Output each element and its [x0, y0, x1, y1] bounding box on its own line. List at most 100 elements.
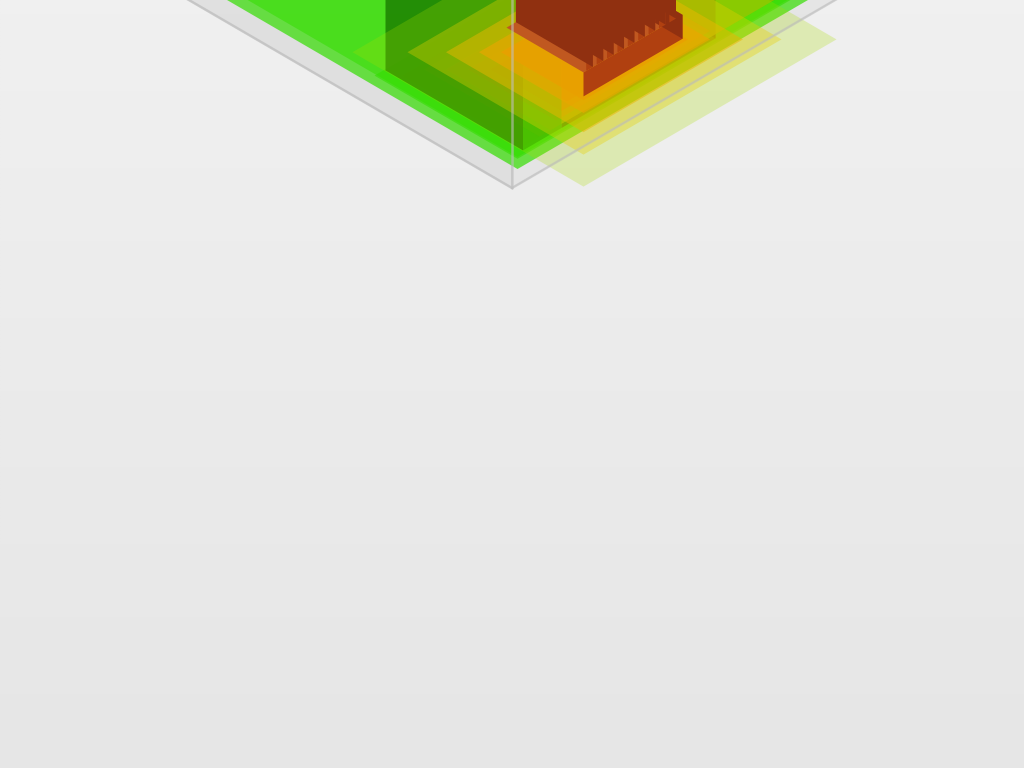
- Bar: [0, 61, 1024, 65]
- Polygon shape: [210, 0, 1024, 157]
- Bar: [0, 714, 1024, 718]
- Polygon shape: [579, 0, 655, 31]
- Bar: [0, 576, 1024, 580]
- Bar: [0, 764, 1024, 768]
- Polygon shape: [352, 0, 837, 187]
- Bar: [0, 134, 1024, 138]
- Bar: [0, 284, 1024, 288]
- Bar: [0, 553, 1024, 557]
- Bar: [0, 695, 1024, 699]
- Bar: [0, 88, 1024, 92]
- Bar: [0, 342, 1024, 346]
- Bar: [0, 19, 1024, 23]
- Bar: [0, 730, 1024, 733]
- Bar: [0, 58, 1024, 61]
- Polygon shape: [587, 0, 593, 71]
- Polygon shape: [490, 12, 660, 111]
- Bar: [0, 349, 1024, 353]
- Bar: [0, 138, 1024, 142]
- Bar: [0, 749, 1024, 753]
- Bar: [0, 269, 1024, 273]
- Polygon shape: [599, 0, 676, 18]
- Bar: [0, 741, 1024, 745]
- Bar: [0, 207, 1024, 211]
- Bar: [0, 584, 1024, 588]
- Bar: [0, 196, 1024, 200]
- Bar: [0, 664, 1024, 668]
- Bar: [0, 626, 1024, 630]
- Bar: [0, 468, 1024, 472]
- Polygon shape: [402, 0, 1018, 146]
- Bar: [0, 442, 1024, 445]
- Polygon shape: [526, 0, 603, 61]
- Bar: [0, 388, 1024, 392]
- Bar: [0, 415, 1024, 419]
- Bar: [0, 484, 1024, 488]
- Bar: [0, 568, 1024, 572]
- Bar: [0, 703, 1024, 707]
- Bar: [0, 595, 1024, 599]
- Bar: [0, 12, 1024, 15]
- Bar: [0, 54, 1024, 58]
- Polygon shape: [547, 0, 624, 49]
- Bar: [0, 488, 1024, 492]
- Bar: [0, 288, 1024, 292]
- Bar: [0, 334, 1024, 338]
- Polygon shape: [567, 0, 645, 37]
- Bar: [0, 603, 1024, 607]
- Bar: [0, 273, 1024, 276]
- Bar: [0, 634, 1024, 637]
- Bar: [0, 511, 1024, 515]
- Bar: [0, 27, 1024, 31]
- Bar: [0, 507, 1024, 511]
- Bar: [0, 131, 1024, 134]
- Polygon shape: [670, 0, 676, 22]
- Bar: [0, 611, 1024, 614]
- Bar: [0, 722, 1024, 726]
- Bar: [0, 680, 1024, 684]
- Bar: [0, 180, 1024, 184]
- Bar: [0, 538, 1024, 541]
- Bar: [0, 115, 1024, 119]
- Bar: [0, 472, 1024, 476]
- Bar: [0, 142, 1024, 146]
- Bar: [0, 204, 1024, 207]
- Bar: [0, 227, 1024, 230]
- Bar: [0, 657, 1024, 660]
- Bar: [0, 223, 1024, 227]
- Polygon shape: [385, 0, 523, 151]
- Polygon shape: [408, 0, 781, 154]
- Bar: [0, 461, 1024, 465]
- Bar: [0, 438, 1024, 442]
- Bar: [0, 73, 1024, 77]
- Bar: [0, 69, 1024, 73]
- Bar: [0, 219, 1024, 223]
- Bar: [0, 411, 1024, 415]
- Polygon shape: [537, 0, 613, 55]
- Bar: [0, 465, 1024, 468]
- Bar: [0, 653, 1024, 657]
- Bar: [0, 699, 1024, 703]
- Bar: [0, 369, 1024, 372]
- Polygon shape: [424, 0, 908, 137]
- Polygon shape: [617, 0, 624, 53]
- Bar: [0, 718, 1024, 722]
- Polygon shape: [507, 0, 683, 72]
- Bar: [0, 403, 1024, 407]
- Bar: [0, 707, 1024, 710]
- Bar: [0, 357, 1024, 361]
- Bar: [0, 733, 1024, 737]
- Bar: [0, 419, 1024, 422]
- Bar: [0, 307, 1024, 311]
- Bar: [0, 31, 1024, 35]
- Polygon shape: [638, 0, 645, 41]
- Bar: [0, 311, 1024, 315]
- Polygon shape: [512, 0, 1024, 188]
- Bar: [0, 326, 1024, 330]
- Bar: [0, 127, 1024, 131]
- Bar: [0, 641, 1024, 645]
- Bar: [0, 353, 1024, 357]
- Bar: [0, 495, 1024, 499]
- Bar: [0, 46, 1024, 50]
- Bar: [0, 637, 1024, 641]
